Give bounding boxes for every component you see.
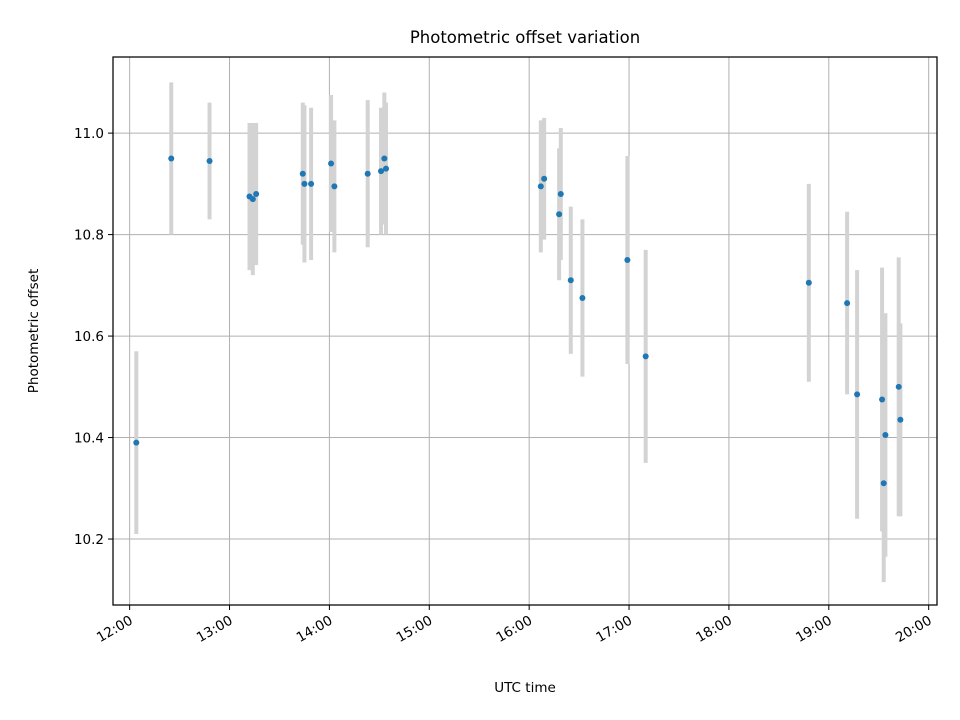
data-point (381, 155, 388, 162)
data-point (206, 158, 213, 165)
data-point (567, 277, 574, 284)
data-point (299, 170, 306, 177)
plot-frame (112, 56, 938, 606)
data-point (383, 165, 390, 172)
y-tick-label: 10.2 (74, 532, 104, 548)
data-point (253, 191, 260, 197)
data-point (880, 480, 887, 487)
y-tick-label: 10.4 (74, 431, 104, 447)
data-point (854, 391, 861, 398)
data-point (168, 155, 175, 162)
data-point (308, 180, 315, 187)
y-axis: 10.2 10.4 10.6 10.8 11.0 (74, 126, 113, 548)
data-point (882, 432, 889, 439)
data-point (579, 295, 586, 302)
y-tick-label: 10.8 (74, 228, 104, 244)
y-axis-label: Photometric offset (26, 269, 42, 393)
data-point (844, 300, 851, 307)
data-point (364, 170, 371, 177)
data-point (624, 256, 631, 263)
data-point (331, 183, 338, 190)
chart-title: Photometric offset variation (410, 28, 640, 47)
y-tick-label: 10.6 (74, 329, 104, 345)
data-point (895, 383, 902, 390)
data-point (557, 191, 564, 197)
y-tick-label: 11.0 (74, 126, 104, 142)
data-point (642, 353, 649, 360)
data-point (301, 180, 308, 187)
point-layer (133, 155, 904, 487)
data-point (897, 416, 904, 423)
data-point (541, 175, 548, 182)
data-point (378, 168, 385, 175)
data-point (133, 439, 140, 446)
data-point (805, 279, 812, 286)
data-point (249, 196, 256, 203)
data-point (556, 211, 563, 218)
plot-area-background (113, 57, 937, 605)
data-point (879, 396, 886, 403)
data-point (537, 183, 544, 190)
data-point (328, 160, 335, 167)
x-axis-label: UTC time (494, 680, 556, 696)
